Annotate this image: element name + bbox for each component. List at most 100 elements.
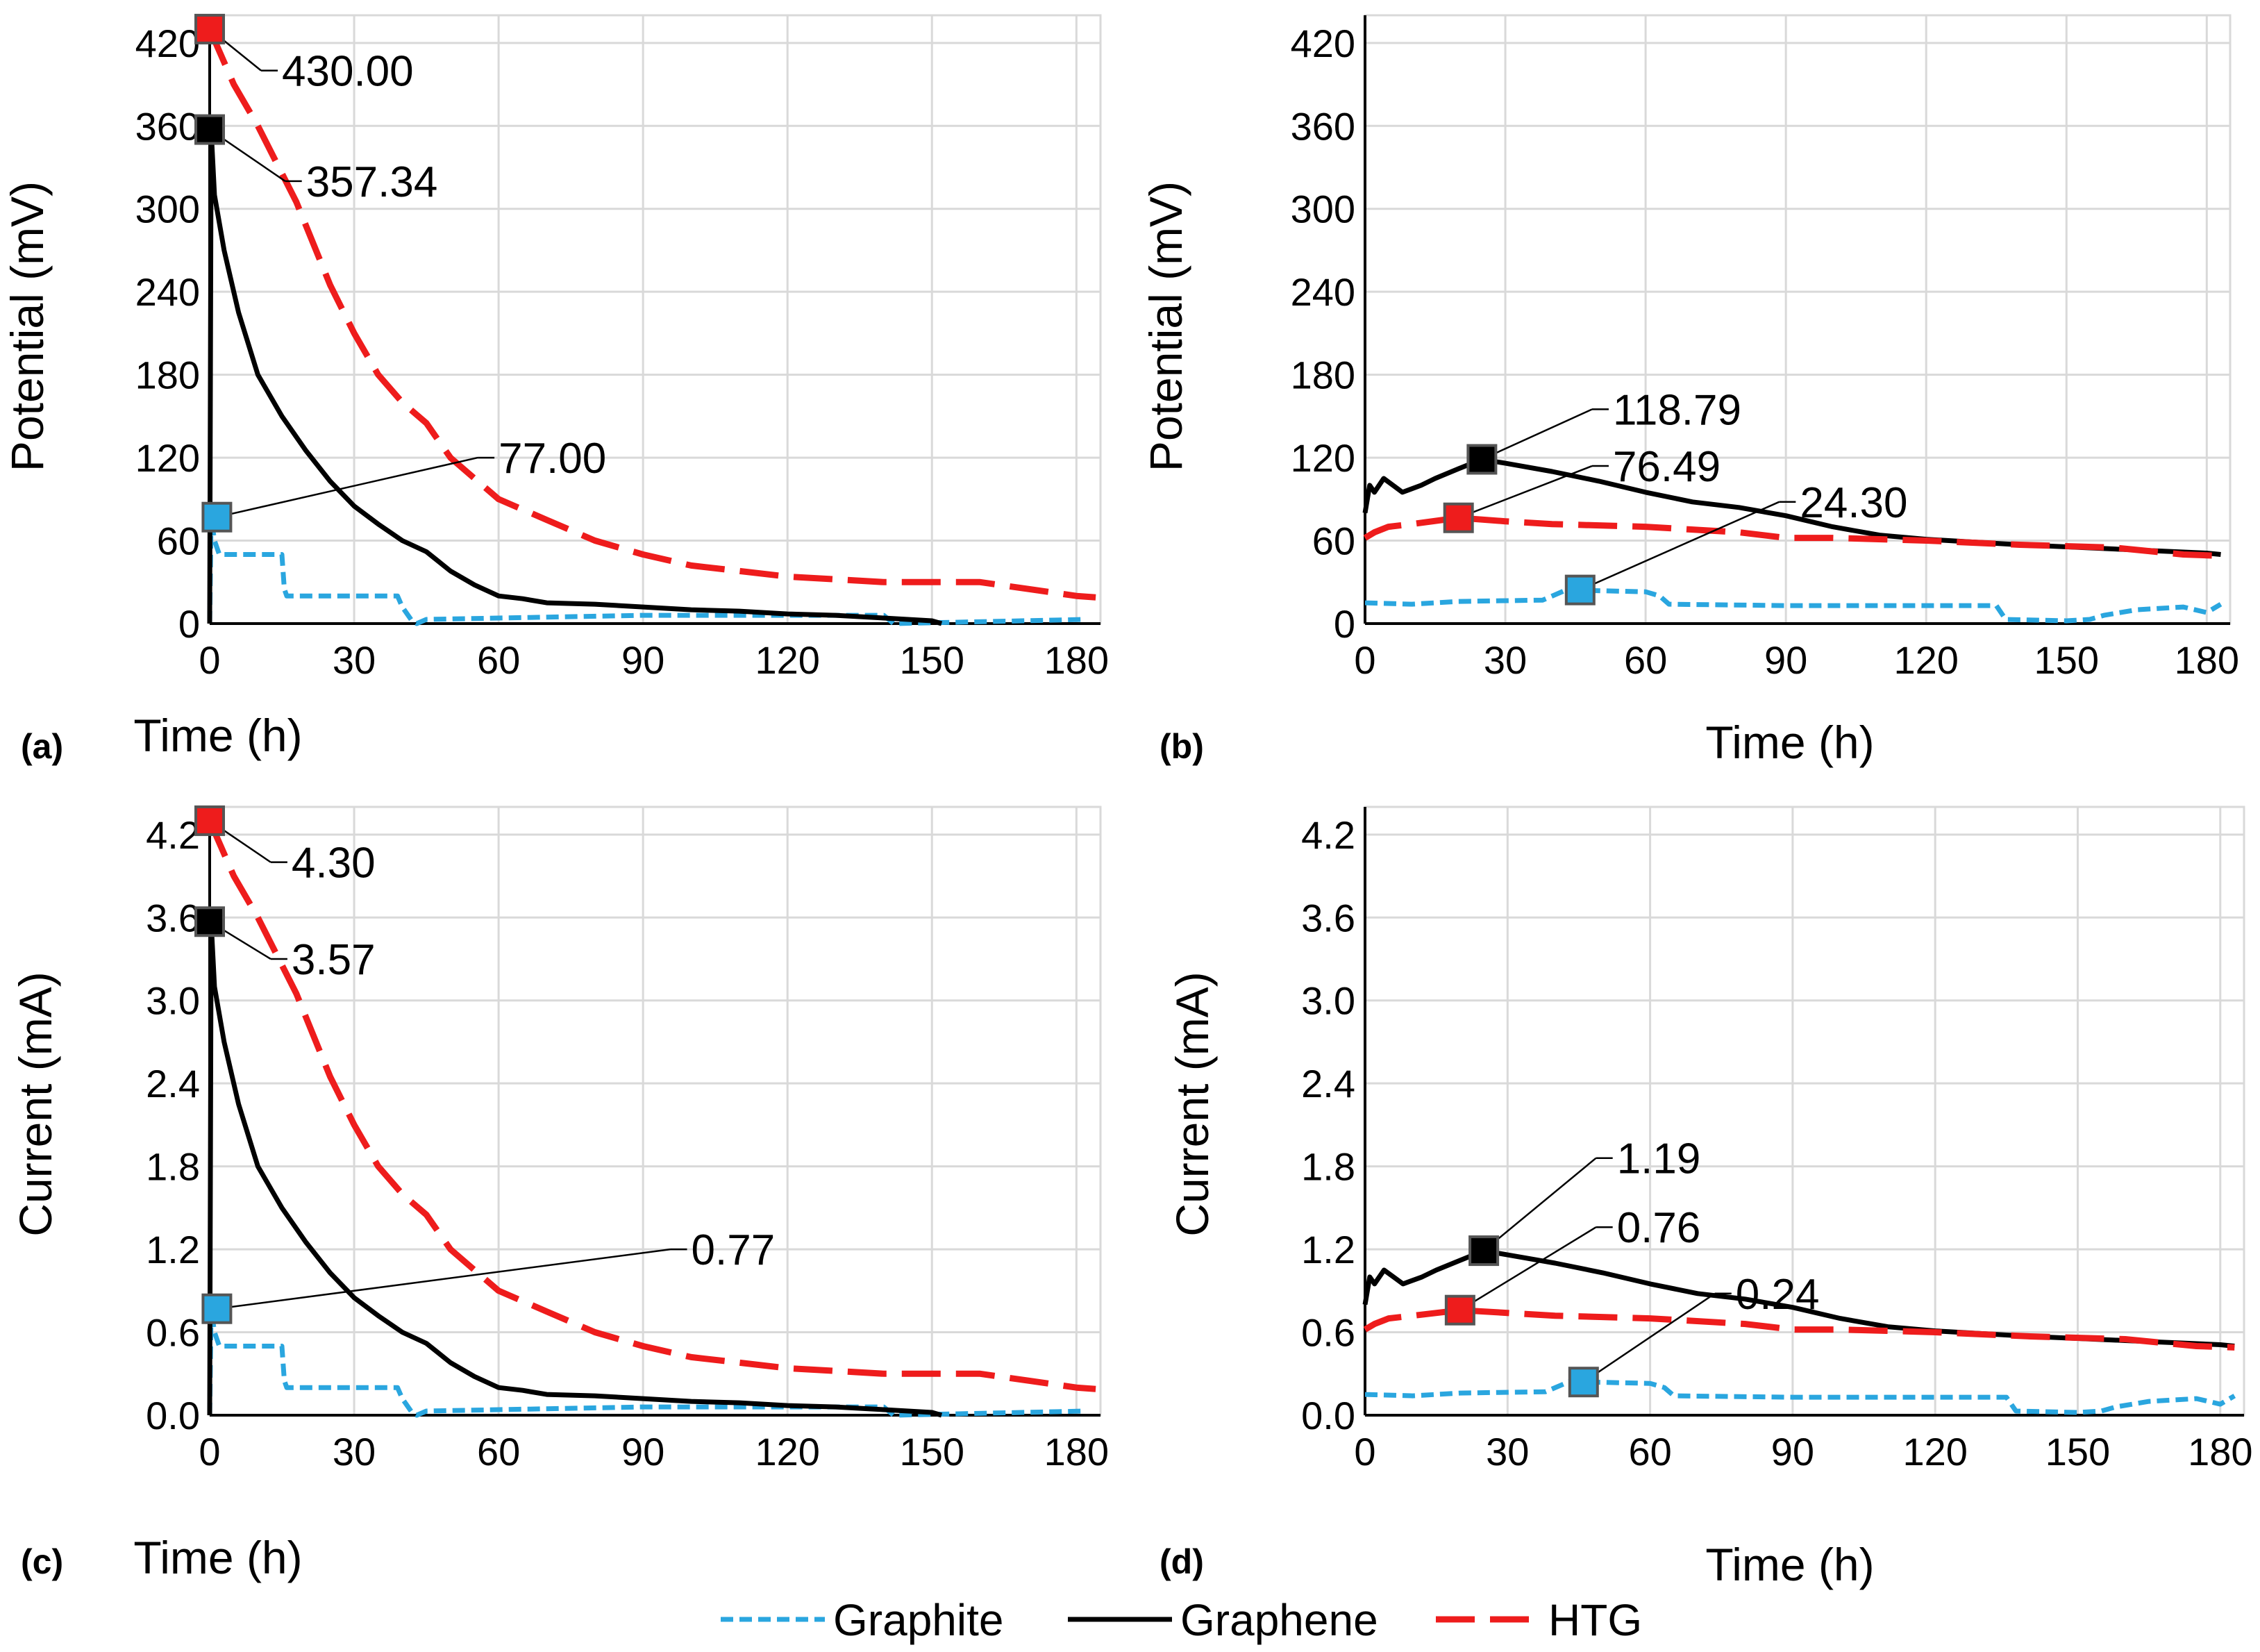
- callout-leader-graphite: [1583, 1292, 1716, 1383]
- series-line-htg: [206, 28, 1096, 601]
- y-tick-label: 0.0: [1301, 1394, 1355, 1437]
- x-tick-label: 180: [2175, 638, 2239, 682]
- marker-graphite: [201, 1293, 233, 1324]
- x-tick-label: 60: [477, 1430, 520, 1474]
- y-tick-label: 0: [1334, 602, 1355, 646]
- y-tick-label: 2.4: [146, 1062, 200, 1105]
- x-tick-label: 180: [1044, 638, 1109, 682]
- y-tick-label: 180: [1291, 353, 1355, 397]
- x-tick-label: 0: [199, 638, 220, 682]
- legend-htg-label: HTG: [1548, 1595, 1642, 1645]
- marker-graphite: [201, 501, 233, 533]
- callout-leader-htg: [1459, 1226, 1597, 1311]
- y-tick-label: 420: [1291, 22, 1355, 65]
- marker-htg: [194, 805, 225, 836]
- x-tick-label: 30: [333, 638, 376, 682]
- y-tick-label: 4.2: [1301, 813, 1355, 857]
- callout-label-graphite: 77.00: [499, 435, 606, 483]
- x-tick-label: 30: [1486, 1430, 1529, 1474]
- y-tick-label: 120: [1291, 436, 1355, 480]
- y-tick-label: 360: [1291, 104, 1355, 148]
- series-line-graphene: [1362, 1248, 2235, 1349]
- series-line-htg: [1363, 1307, 2235, 1351]
- x-tick-label: 30: [333, 1430, 376, 1474]
- marker-htg: [194, 13, 225, 44]
- panel-d-xlabel: Time (h): [1705, 1539, 1874, 1590]
- panel-a-ylabel: Potential (mV): [1, 181, 53, 472]
- callout-label-graphene: 357.34: [306, 158, 438, 206]
- x-tick-label: 30: [1484, 638, 1527, 682]
- callout-label-graphite: 24.30: [1800, 479, 1907, 527]
- y-tick-label: 240: [135, 270, 200, 314]
- series-line-graphite: [207, 1306, 1087, 1418]
- callout-label-graphene: 1.19: [1617, 1135, 1701, 1183]
- y-tick-label: 120: [135, 436, 200, 480]
- legend-graphene-label: Graphene: [1180, 1595, 1378, 1645]
- x-tick-label: 90: [621, 1430, 664, 1474]
- panel-b-ylabel: Potential (mV): [1140, 181, 1191, 472]
- x-tick-label: 60: [1624, 638, 1667, 682]
- callout-label-htg: 0.76: [1617, 1204, 1701, 1252]
- x-tick-label: 90: [621, 638, 664, 682]
- panel-b: Time (h) Potential (mV) (b) 0 60 120 180 240…: [1140, 14, 2239, 768]
- x-tick-label: 60: [477, 638, 520, 682]
- y-tick-label: 3.0: [146, 979, 200, 1023]
- callout-leader-graphite: [1580, 501, 1780, 591]
- y-tick-label: 1.8: [1301, 1145, 1355, 1189]
- y-tick-label: 0: [178, 602, 200, 646]
- y-tick-label: 0.6: [1301, 1311, 1355, 1355]
- x-tick-label: 0: [1354, 1430, 1375, 1474]
- legend: Graphite Graphene HTG: [721, 1595, 1642, 1645]
- series-line-htg: [1363, 515, 2221, 559]
- y-tick-label: 300: [135, 187, 200, 231]
- callout-label-graphene: 118.79: [1613, 386, 1741, 434]
- y-tick-label: 2.4: [1301, 1062, 1355, 1105]
- callout-label-graphite: 0.24: [1736, 1271, 1820, 1319]
- y-tick-label: 1.8: [146, 1145, 200, 1189]
- panel-b-xlabel: Time (h): [1705, 717, 1874, 768]
- x-tick-label: 60: [1628, 1430, 1671, 1474]
- panel-c: Time (h) Current (mA) (c) 0.0 0.6 1.2 1.8 2.…: [10, 805, 1109, 1583]
- panel-a-label: (a): [21, 727, 63, 766]
- x-tick-label: 90: [1771, 1430, 1814, 1474]
- x-tick-label: 150: [900, 1430, 964, 1474]
- panel-d-label: (d): [1160, 1542, 1204, 1581]
- series-line-graphite: [207, 515, 1087, 626]
- y-tick-label: 180: [135, 353, 200, 397]
- panel-a: Time (h) Potential (mV) (a) 0 60 120 180 240…: [1, 13, 1109, 766]
- x-tick-label: 180: [1044, 1430, 1109, 1474]
- panel-c-ylabel: Current (mA): [10, 971, 61, 1236]
- y-tick-label: 3.6: [146, 896, 200, 940]
- callout-label-graphene: 3.57: [292, 936, 376, 984]
- y-tick-label: 4.2: [146, 813, 200, 857]
- panel-c-label: (c): [21, 1542, 63, 1581]
- callout-leader-graphite: [217, 456, 478, 518]
- callout-leader-htg: [1458, 465, 1593, 519]
- panel-d: Time (h) Current (mA) (d) 0.0 0.6 1.2 1.8 2.…: [1160, 806, 2253, 1590]
- y-tick-label: 1.2: [146, 1228, 200, 1271]
- x-tick-label: 150: [900, 638, 964, 682]
- series-line-graphene: [207, 919, 943, 1418]
- marker-htg: [1443, 502, 1474, 533]
- x-tick-label: 90: [1764, 638, 1807, 682]
- x-tick-label: 120: [1902, 1430, 1967, 1474]
- marker-graphene: [1468, 1235, 1500, 1267]
- x-tick-label: 150: [2034, 638, 2099, 682]
- y-tick-label: 240: [1291, 270, 1355, 314]
- y-tick-label: 360: [135, 104, 200, 148]
- y-tick-label: 60: [1312, 519, 1355, 563]
- callout-label-graphite: 0.77: [692, 1226, 776, 1274]
- series-line-graphite: [1364, 587, 2223, 624]
- y-tick-label: 0.0: [146, 1394, 200, 1437]
- x-tick-label: 120: [755, 638, 819, 682]
- x-tick-label: 0: [1354, 638, 1375, 682]
- callout-leader-graphene: [1481, 408, 1593, 460]
- series-line-htg: [206, 819, 1096, 1392]
- marker-graphite: [1564, 574, 1596, 606]
- legend-graphite-label: Graphite: [833, 1595, 1003, 1645]
- series-line-graphite: [1364, 1379, 2236, 1415]
- panel-d-ylabel: Current (mA): [1166, 971, 1218, 1236]
- y-tick-label: 1.2: [1301, 1228, 1355, 1271]
- marker-htg: [1444, 1294, 1475, 1326]
- marker-graphene: [194, 906, 225, 937]
